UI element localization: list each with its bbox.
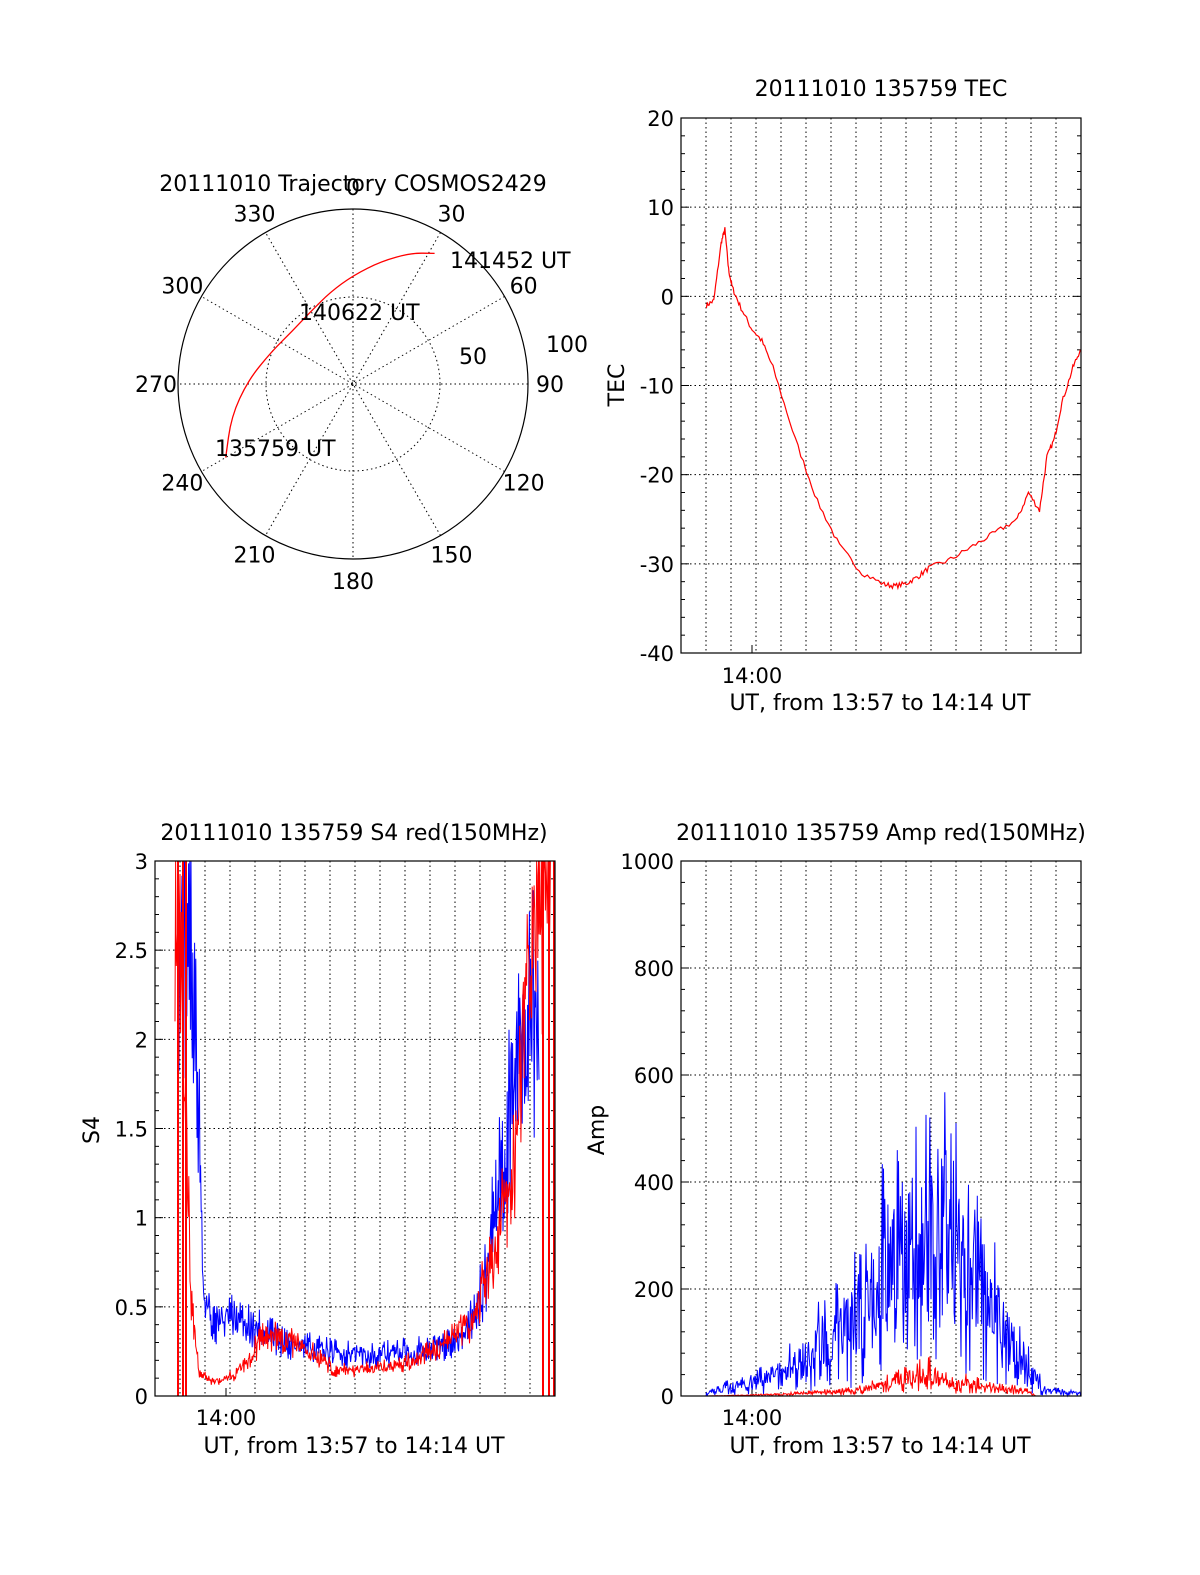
s4-y-tick-labels: 3 2.5 2 1.5 1 0.5 0	[115, 850, 148, 1409]
polar-azimuth-label-240: 240	[161, 472, 203, 497]
polar-chart-title: 20111010 Trajectory COSMOS2429	[159, 172, 546, 197]
s4-chart-title: 20111010 135759 S4 red(150MHz)	[160, 821, 547, 846]
tec-y-tick-label: -20	[640, 464, 674, 488]
amp-chart: 20111010 135759 Amp red(150MHz) 1000 800 6…	[585, 821, 1086, 1459]
amp-series-group	[705, 1092, 1082, 1398]
polar-azimuth-label-300: 300	[161, 275, 203, 300]
polar-azimuth-label-270: 270	[135, 373, 177, 398]
s4-y-tick-label: 1.5	[115, 1118, 148, 1142]
tec-y-tick-label: 20	[647, 107, 674, 131]
amp-x-axis-label: UT, from 13:57 to 14:14 UT	[729, 1434, 1031, 1459]
amp-plot-frame	[680, 860, 1082, 1397]
tec-y-tick-labels: 20 10 0 -10 -20 -30 -40	[640, 107, 674, 666]
s4-series-group	[174, 860, 555, 1396]
polar-azimuth-label-120: 120	[503, 472, 545, 497]
s4-series-blue	[178, 860, 540, 1369]
track-start-label: 135759 UT	[215, 437, 336, 462]
tec-chart-title: 20111010 135759 TEC	[755, 77, 1008, 102]
tec-y-tick-label: 0	[661, 285, 674, 309]
polar-azimuth-label-330: 330	[234, 202, 276, 227]
amp-y-tick-label: 400	[634, 1171, 674, 1195]
polar-azimuth-label-180: 180	[332, 570, 374, 595]
s4-y-tick-label: 0.5	[115, 1296, 148, 1320]
polar-radius-label-50: 50	[459, 345, 487, 370]
s4-x-tick-label: 14:00	[196, 1406, 257, 1430]
s4-x-axis-label: UT, from 13:57 to 14:14 UT	[203, 1434, 505, 1459]
amp-y-tick-label: 0	[661, 1385, 674, 1409]
tec-y-axis-label: TEC	[605, 364, 630, 408]
tec-grid	[681, 117, 1081, 654]
tec-chart: 20111010 135759 TEC 20 10 0 -10 -20 -30 -40 14…	[605, 77, 1082, 716]
s4-y-tick-label: 3	[135, 850, 148, 874]
amp-series-red	[706, 1356, 1081, 1397]
amp-y-tick-labels: 1000 800 600 400 200 0	[621, 850, 674, 1409]
satellite-track-line	[225, 252, 435, 458]
amp-y-axis-label: Amp	[585, 1105, 610, 1155]
track-mid-label: 140622 UT	[299, 301, 420, 326]
tec-x-tick-label: 14:00	[722, 664, 783, 688]
polar-radius-label-100: 100	[546, 333, 588, 358]
tec-y-tick-label: -10	[640, 375, 674, 399]
s4-y-tick-label: 2.5	[115, 939, 148, 963]
tec-y-tick-label: -40	[640, 642, 674, 666]
amp-series-blue	[705, 1092, 1082, 1398]
polar-azimuth-label-0: 0	[346, 176, 360, 201]
s4-y-axis-label: S4	[80, 1116, 105, 1144]
s4-y-tick-label: 0	[135, 1385, 148, 1409]
amp-y-tick-label: 1000	[621, 850, 674, 874]
amp-y-tick-label: 200	[634, 1278, 674, 1302]
s4-y-tick-label: 1	[135, 1207, 148, 1231]
tec-y-tick-label: -30	[640, 553, 674, 577]
amp-y-tick-label: 800	[634, 957, 674, 981]
tec-series-line	[705, 227, 1081, 591]
amp-chart-title: 20111010 135759 Amp red(150MHz)	[676, 821, 1086, 846]
track-end-label: 141452 UT	[450, 249, 571, 274]
tec-plot-frame	[680, 117, 1082, 654]
polar-azimuth-label-90: 90	[536, 373, 564, 398]
s4-plot-frame	[154, 860, 556, 1397]
s4-series-red	[174, 860, 551, 1386]
polar-azimuth-label-30: 30	[438, 202, 466, 227]
polar-azimuth-label-60: 60	[510, 275, 538, 300]
s4-y-tick-label: 2	[135, 1028, 148, 1052]
tec-y-tick-label: 10	[647, 196, 674, 220]
polar-azimuth-label-150: 150	[431, 544, 473, 569]
s4-chart: 20111010 135759 S4 red(150MHz) 3 2.5 2 1.5 1…	[80, 821, 556, 1459]
amp-y-tick-label: 600	[634, 1064, 674, 1088]
polar-azimuth-labels: 0 30 60 90 120 150 180 210 240 270 300 330	[135, 176, 564, 595]
polar-trajectory-chart: 20111010 Trajectory COSMOS2429 0 30 60 90 12…	[135, 172, 588, 595]
polar-azimuth-label-210: 210	[234, 544, 276, 569]
amp-x-tick-label: 14:00	[722, 1406, 783, 1430]
tec-x-axis-label: UT, from 13:57 to 14:14 UT	[729, 691, 1031, 716]
